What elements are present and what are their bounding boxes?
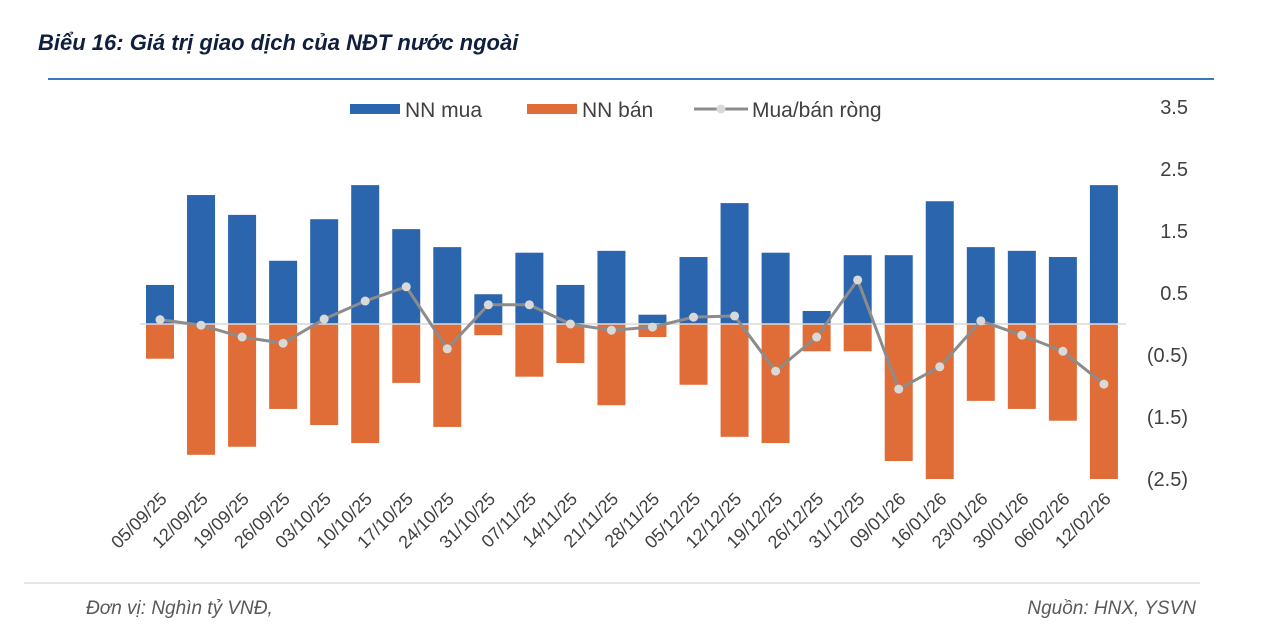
bar-buy bbox=[761, 252, 790, 324]
bar-buy bbox=[269, 260, 298, 324]
y-tick-label: (2.5) bbox=[1147, 469, 1188, 491]
bar-buy bbox=[925, 201, 954, 324]
bar-sell bbox=[515, 324, 544, 377]
net-point bbox=[565, 319, 575, 329]
net-point bbox=[689, 312, 699, 322]
bar-sell bbox=[392, 324, 421, 383]
bar-buy bbox=[802, 310, 831, 324]
y-tick-label: 3.5 bbox=[1160, 97, 1188, 119]
net-point bbox=[935, 362, 945, 372]
net-point bbox=[278, 338, 288, 348]
bar-buy bbox=[187, 195, 216, 324]
net-point bbox=[196, 320, 206, 330]
legend-label-sell: NN bán bbox=[582, 99, 653, 122]
bar-sell bbox=[310, 324, 339, 426]
bar-sell bbox=[1089, 324, 1118, 479]
bar-sell bbox=[843, 324, 872, 352]
legend-marker-net bbox=[716, 104, 726, 114]
bar-sell bbox=[351, 324, 380, 444]
net-point bbox=[1099, 379, 1109, 389]
bar-buy bbox=[597, 250, 626, 324]
title-divider bbox=[48, 78, 1214, 80]
y-tick-label: 1.5 bbox=[1160, 221, 1188, 243]
bar-buy bbox=[1089, 185, 1118, 324]
net-point bbox=[606, 325, 616, 335]
net-point bbox=[771, 366, 781, 376]
net-point bbox=[155, 315, 165, 325]
bar-sell bbox=[966, 324, 995, 401]
bar-sell bbox=[1048, 324, 1077, 421]
bar-buy bbox=[638, 314, 667, 324]
bar-buy bbox=[843, 255, 872, 324]
net-point bbox=[483, 300, 493, 310]
chart-title: Biểu 16: Giá trị giao dịch của NĐT nước … bbox=[38, 30, 519, 55]
bar-buy bbox=[1007, 250, 1036, 324]
bar-buy bbox=[515, 252, 544, 324]
bar-buy bbox=[556, 284, 585, 324]
y-tick-label: (1.5) bbox=[1147, 407, 1188, 429]
net-point bbox=[401, 282, 411, 292]
y-tick-label: 2.5 bbox=[1160, 159, 1188, 181]
bar-buy bbox=[1048, 257, 1077, 324]
net-point bbox=[442, 344, 452, 354]
net-point bbox=[319, 314, 329, 324]
bar-buy bbox=[228, 214, 257, 324]
net-point bbox=[524, 300, 534, 310]
bar-sell bbox=[187, 324, 216, 455]
bar-sell bbox=[679, 324, 708, 385]
bar-buy bbox=[392, 229, 421, 324]
net-point bbox=[1017, 330, 1027, 340]
bar-sell bbox=[720, 324, 749, 437]
legend-swatch-buy bbox=[350, 104, 400, 114]
net-line bbox=[159, 276, 1105, 392]
net-point bbox=[853, 275, 863, 285]
bar-buy bbox=[720, 203, 749, 324]
bar-buy bbox=[884, 255, 913, 324]
y-tick-label: (0.5) bbox=[1147, 345, 1188, 367]
net-point bbox=[894, 384, 904, 394]
bar-sell bbox=[597, 324, 626, 406]
bar-sell bbox=[228, 324, 257, 447]
net-point bbox=[976, 316, 986, 326]
footer-divider bbox=[24, 582, 1200, 584]
net-point bbox=[730, 311, 740, 321]
bar-sell bbox=[761, 324, 790, 444]
bar-sell bbox=[925, 324, 954, 479]
net-point bbox=[1058, 346, 1068, 356]
bar-buy bbox=[433, 247, 462, 324]
legend-swatch-sell bbox=[527, 104, 577, 114]
bar-sell bbox=[474, 324, 503, 336]
net-point bbox=[812, 332, 822, 342]
bar-sell bbox=[556, 324, 585, 364]
net-point bbox=[237, 332, 247, 342]
bar-buy bbox=[310, 219, 339, 324]
net-point bbox=[360, 296, 370, 306]
source-note: Nguồn: HNX, YSVN bbox=[1027, 598, 1196, 619]
bar-buy bbox=[966, 247, 995, 324]
y-tick-label: 0.5 bbox=[1160, 283, 1188, 305]
legend-label-buy: NN mua bbox=[405, 99, 482, 122]
legend-label-net: Mua/bán ròng bbox=[752, 99, 882, 122]
net-point bbox=[647, 322, 657, 332]
bar-sell bbox=[146, 324, 174, 359]
unit-note: Đơn vị: Nghìn tỷ VNĐ, bbox=[86, 598, 273, 619]
bar-sell bbox=[433, 324, 462, 427]
